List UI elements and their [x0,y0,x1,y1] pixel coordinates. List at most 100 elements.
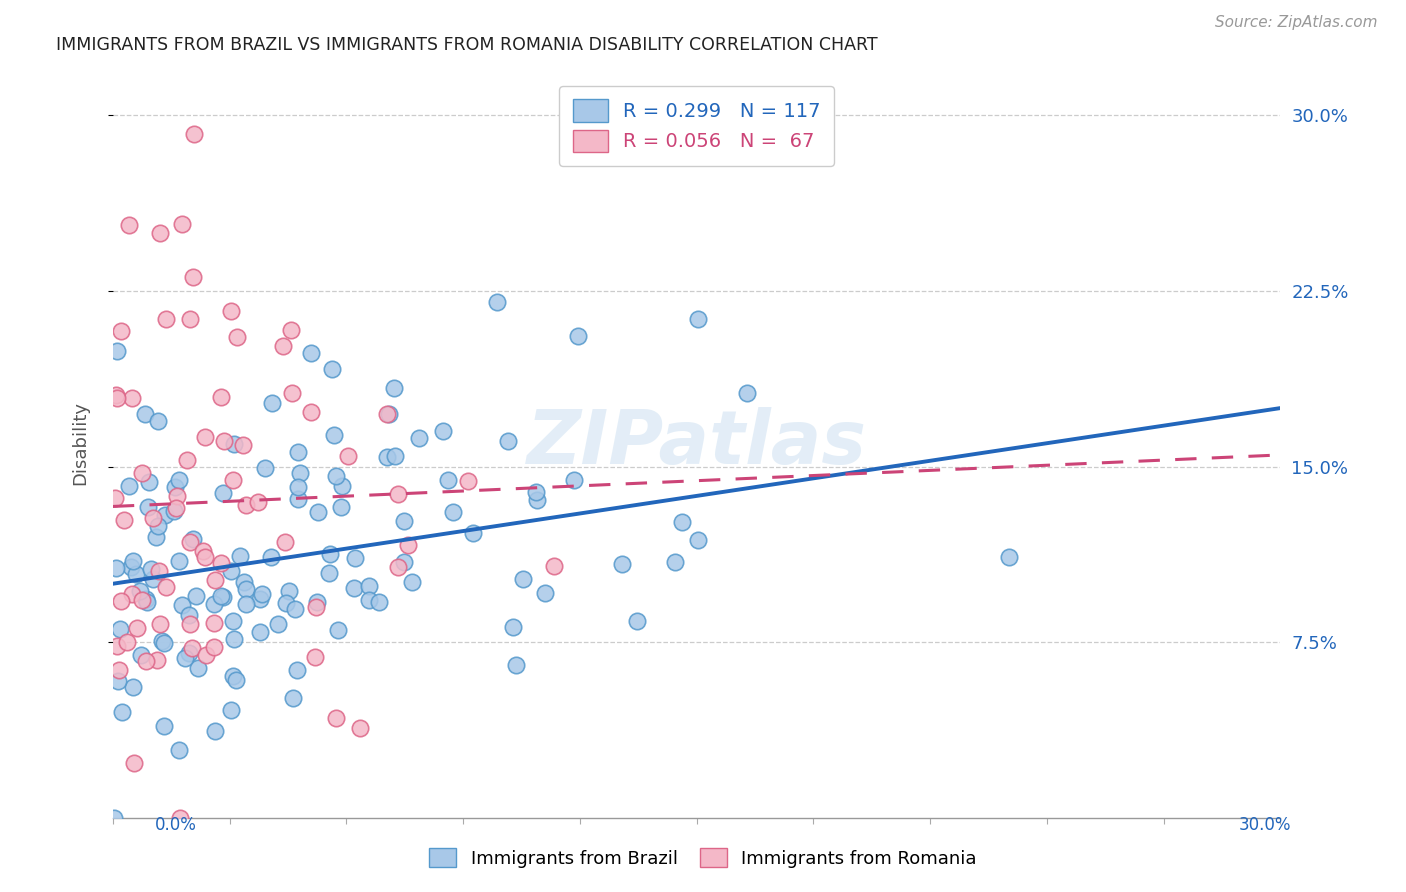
Point [166,489,188,503]
Point [170,598,193,612]
Point [179,617,201,632]
Point [179,311,201,326]
Point [194,430,217,444]
Point [146,414,169,428]
Point [392,555,415,569]
Point [128,584,150,599]
Point [120,560,142,574]
Point [287,491,309,506]
Point [181,532,204,546]
Point [277,584,299,599]
Point [221,668,243,682]
Point [169,811,191,825]
Point [225,673,247,687]
Point [235,498,257,512]
Point [321,361,343,376]
Point [110,622,132,636]
Point [224,437,246,451]
Point [167,473,190,487]
Point [271,339,294,353]
Point [225,330,247,344]
Point [112,513,135,527]
Point [194,550,217,565]
Point [287,445,309,459]
Point [138,475,160,489]
Point [326,623,349,637]
Point [343,581,366,595]
Point [202,598,225,612]
Point [155,311,177,326]
Point [299,405,322,419]
Point [125,567,148,582]
Point [512,572,534,586]
Point [115,635,138,649]
Point [131,593,153,607]
Point [131,466,153,480]
Point [202,640,225,654]
Point [146,519,169,533]
Point [121,680,143,694]
Point [359,592,381,607]
Point [235,598,257,612]
Point [543,558,565,573]
Point [285,663,308,677]
Point [121,392,143,406]
Point [330,479,353,493]
Point [169,554,191,568]
Point [686,312,709,326]
Point [204,724,226,739]
Point [163,480,186,494]
Point [382,381,405,395]
Point [221,564,243,578]
Point [502,620,524,634]
Point [274,596,297,610]
Point [401,574,423,589]
Point [249,591,271,606]
Point [250,587,273,601]
Point [105,639,128,653]
Point [191,544,214,558]
Point [375,450,398,465]
Point [485,294,508,309]
Text: 30.0%: 30.0% [1239,815,1292,833]
Point [209,589,232,603]
Point [212,590,235,604]
Point [134,407,156,421]
Point [105,392,128,406]
Legend: R = 0.299   N = 117, R = 0.056   N =  67: R = 0.299 N = 117, R = 0.056 N = 67 [560,86,834,166]
Point [121,587,143,601]
Point [562,473,585,487]
Point [288,466,311,480]
Point [121,554,143,568]
Point [155,580,177,594]
Point [142,573,165,587]
Point [387,487,409,501]
Point [176,453,198,467]
Point [209,390,232,404]
Point [526,492,548,507]
Point [136,595,159,609]
Point [110,324,132,338]
Point [118,218,141,232]
Point [567,328,589,343]
Point [349,721,371,735]
Point [375,408,398,422]
Text: ZIPatlas: ZIPatlas [527,407,866,480]
Point [212,485,235,500]
Point [398,538,420,552]
Point [177,607,200,622]
Point [139,562,162,576]
Point [145,653,167,667]
Point [135,654,157,668]
Point [165,500,187,515]
Point [281,690,304,705]
Point [384,449,406,463]
Point [229,549,252,563]
Point [232,574,254,589]
Point [249,624,271,639]
Point [305,599,328,614]
Point [266,617,288,632]
Point [533,586,555,600]
Point [138,500,160,515]
Point [325,469,347,483]
